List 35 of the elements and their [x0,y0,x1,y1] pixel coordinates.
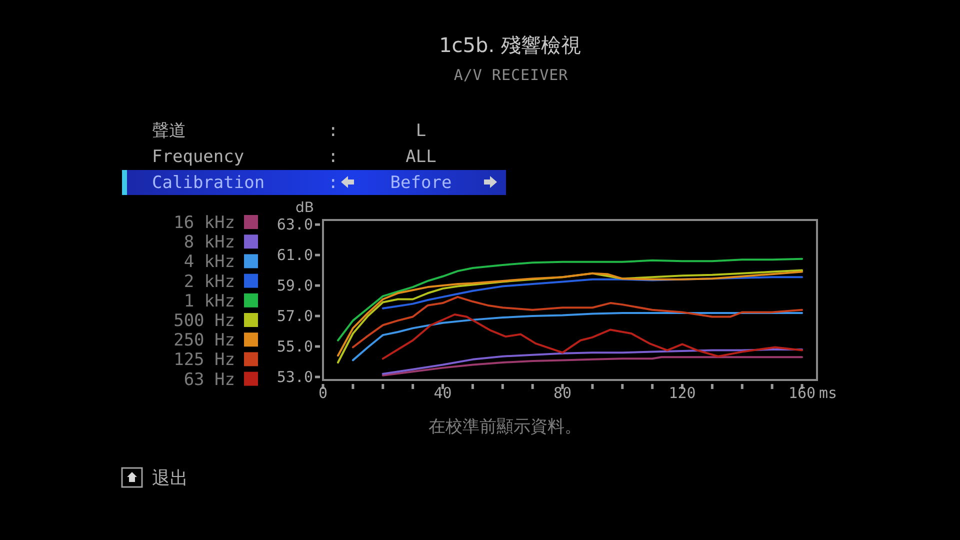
y-tick-label: 57.0 [276,307,313,325]
x-tick-label: 120 [668,384,696,402]
text: : [328,121,338,141]
x-tick-label: 0 [318,384,328,402]
y-tick-label: 53.0 [276,368,313,386]
x-tick-label: 160 [788,384,816,402]
legend-label: 63 Hz [184,370,235,390]
chart-title: 1c5b. 殘響檢視 [439,33,581,57]
text: L [416,121,426,141]
legend-label: 1 kHz [184,291,235,312]
legend-label: 125 Hz [174,350,235,370]
legend-label: 4 kHz [184,252,235,272]
text: Before [390,173,452,193]
text: 退出 [152,468,188,489]
legend-label: 8 kHz [184,232,235,253]
y-tick-label: 55.0 [276,337,313,356]
y-tick-label: 59.0 [276,276,313,295]
legend-label: 250 Hz [174,330,235,351]
text: Frequency [152,147,244,167]
text: Calibration [152,173,265,193]
text: : [328,173,338,193]
legend-label: 500 Hz [174,311,235,331]
text: ALL [406,147,436,167]
x-tick-label: 80 [553,384,572,402]
legend-label: 16 kHz [174,213,235,233]
x-axis-title: ms [819,384,838,402]
text: : [328,147,338,167]
y-tick-label: 63.0 [276,216,313,234]
legend-label: 2 kHz [184,272,235,292]
y-axis-title: dB [296,200,314,216]
x-tick-label: 40 [434,384,452,402]
text: 在校準前顯示資料。 [428,417,582,437]
text: 聲道 [152,121,186,141]
y-tick-label: 61.0 [276,246,313,264]
chart-subtitle: A/V RECEIVER [454,66,569,84]
